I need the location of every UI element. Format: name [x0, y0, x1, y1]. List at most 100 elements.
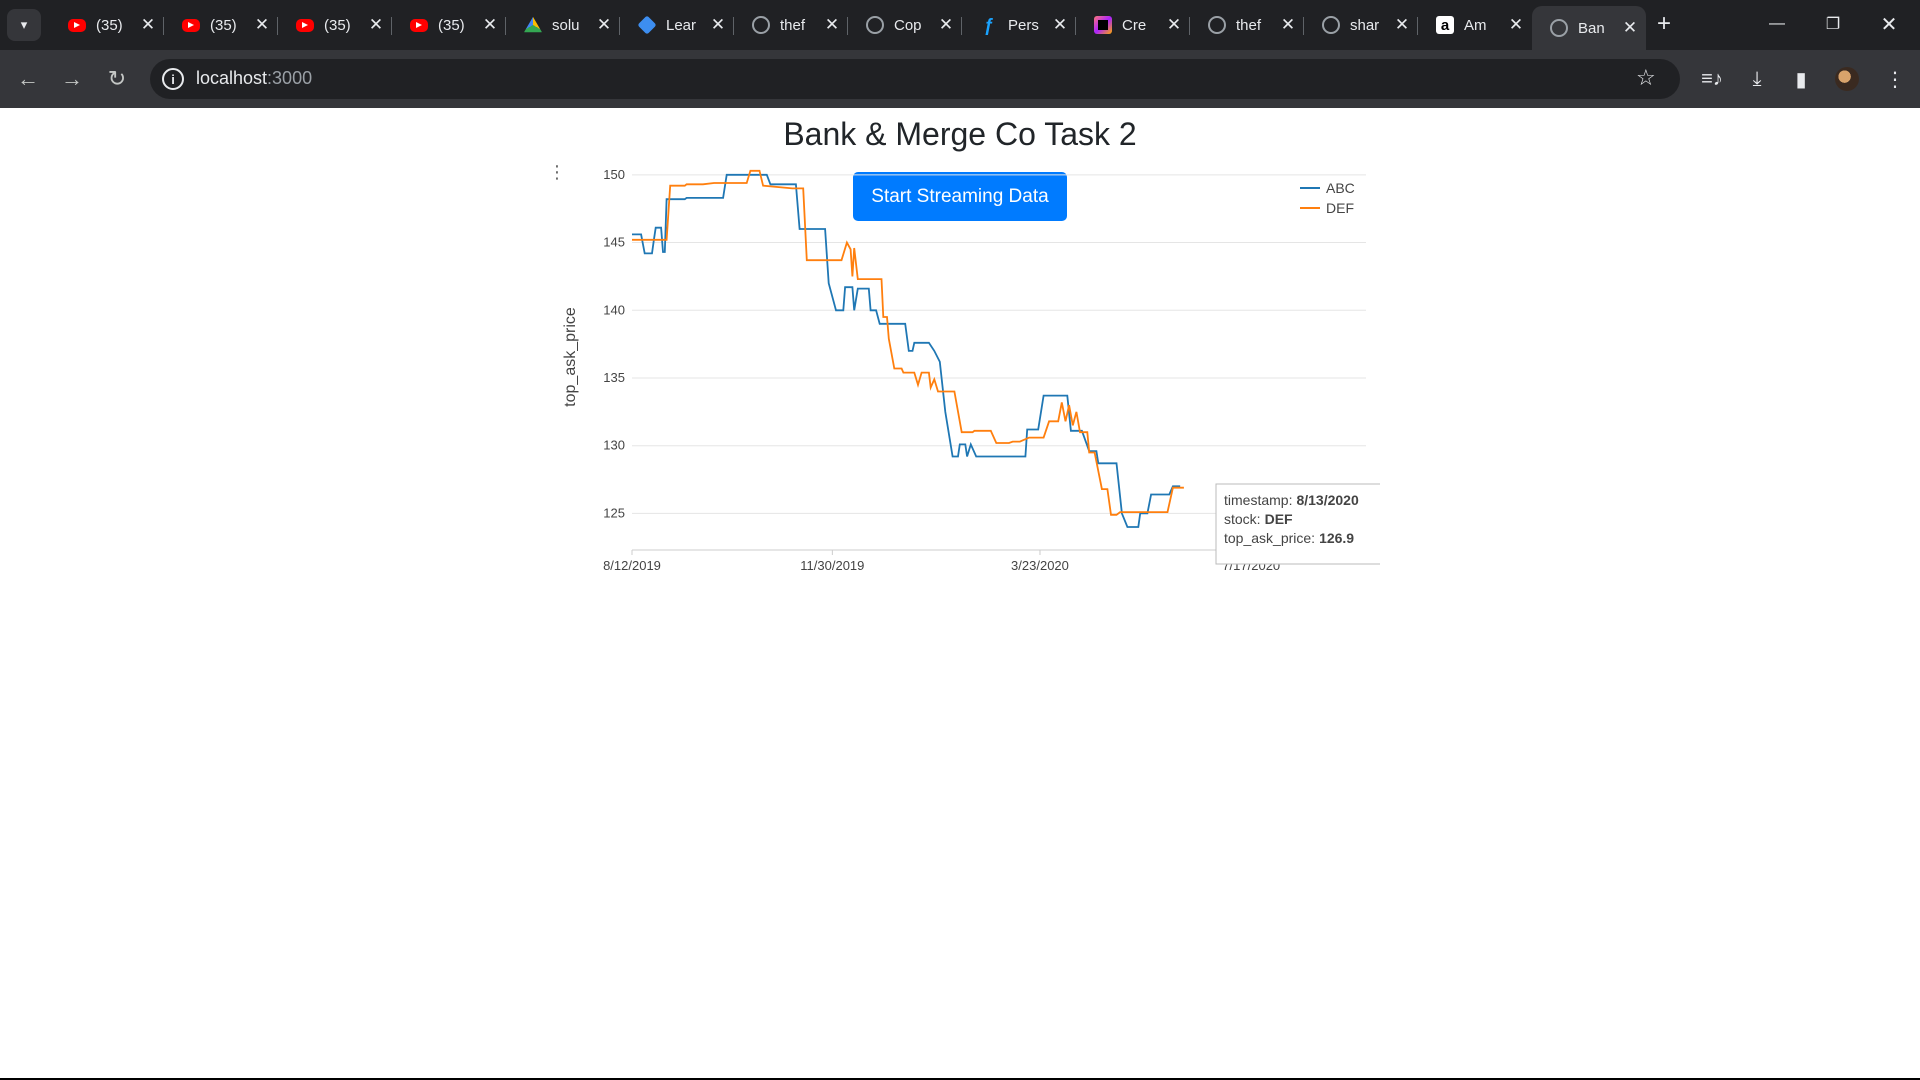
address-url[interactable]: localhost:3000: [196, 68, 312, 89]
browser-tab[interactable]: (35) ✕: [50, 8, 164, 42]
y-axis-title: top_ask_price: [562, 307, 579, 407]
bookmark-star-icon[interactable]: ☆: [1636, 65, 1656, 90]
window-minimize-icon[interactable]: —: [1769, 15, 1785, 32]
tab-separator: [733, 17, 734, 35]
tab-close-icon[interactable]: ✕: [824, 15, 840, 34]
browser-tab[interactable]: (35) ✕: [278, 8, 392, 42]
tooltip-label: timestamp:: [1224, 492, 1292, 508]
youtube-icon: [410, 18, 428, 32]
back-arrow-icon[interactable]: ←: [17, 66, 39, 91]
tab-title: Lear: [666, 16, 697, 34]
tooltip-value: 8/13/2020: [1296, 492, 1358, 508]
jetbrains-icon: [1094, 16, 1112, 34]
window-close-icon[interactable]: ✕: [1880, 13, 1898, 36]
youtube-icon: [182, 18, 200, 32]
tab-title: Pers: [1008, 16, 1039, 34]
tooltip-row: timestamp: 8/13/2020: [1224, 492, 1359, 508]
tab-separator: [277, 17, 278, 35]
start-streaming-button[interactable]: Start Streaming Data: [853, 172, 1067, 221]
globe-icon: [866, 16, 884, 34]
profile-avatar[interactable]: [1835, 67, 1859, 91]
legend-label: ABC: [1326, 180, 1355, 196]
y-tick-label: 145: [603, 235, 625, 250]
browser-tab[interactable]: Cop ✕: [848, 8, 962, 42]
globe-icon: [1550, 19, 1568, 37]
amazon-icon: a: [1436, 16, 1454, 34]
browser-tab[interactable]: Lear ✕: [620, 8, 734, 42]
y-tick-label: 125: [603, 505, 625, 520]
tab-separator: [163, 17, 164, 35]
tab-close-icon[interactable]: ✕: [938, 15, 954, 34]
tab-title: (35): [438, 16, 465, 34]
new-tab-plus-icon[interactable]: +: [1656, 10, 1671, 37]
tab-close-icon[interactable]: ✕: [710, 15, 726, 34]
browser-menu-kebab-icon[interactable]: ⋮: [1885, 68, 1905, 91]
tab-separator: [1303, 17, 1304, 35]
browser-tab[interactable]: Cre ✕: [1076, 8, 1190, 42]
browser-tab[interactable]: ƒ Pers ✕: [962, 8, 1076, 42]
series-line-def: [632, 169, 1184, 516]
tab-close-icon[interactable]: ✕: [1622, 18, 1638, 37]
window-restore-icon[interactable]: ❐: [1825, 16, 1841, 33]
tab-separator: [619, 17, 620, 35]
chart-settings-kebab-icon[interactable]: ⋮: [548, 162, 566, 182]
tab-close-icon[interactable]: ✕: [1280, 15, 1296, 34]
tab-close-icon[interactable]: ✕: [596, 15, 612, 34]
tab-title: Cre: [1122, 16, 1147, 34]
tab-title: Ban: [1578, 19, 1605, 37]
page-title: Bank & Merge Co Task 2: [783, 116, 1137, 152]
tab-separator: [1189, 17, 1190, 35]
tab-close-icon[interactable]: ✕: [1052, 15, 1068, 34]
x-tick-label: 8/12/2019: [603, 558, 661, 573]
chart-svg: 125 130 135 140 145 150 8/12/2019 11/30/2019 3/2…: [562, 167, 1387, 573]
tab-close-icon[interactable]: ✕: [1166, 15, 1182, 34]
tab-separator: [847, 17, 848, 35]
tab-separator: [505, 17, 506, 35]
browser-tab[interactable]: a Am ✕: [1418, 8, 1532, 42]
tab-close-icon[interactable]: ✕: [368, 15, 384, 34]
tab-close-icon[interactable]: ✕: [482, 15, 498, 34]
browser-tab[interactable]: (35) ✕: [164, 8, 278, 42]
tab-title: (35): [324, 16, 351, 34]
tooltip-value: 126.9: [1319, 530, 1354, 546]
tab-close-icon[interactable]: ✕: [1394, 15, 1410, 34]
tab-close-icon[interactable]: ✕: [1508, 15, 1524, 34]
y-tick-label: 140: [603, 302, 625, 317]
google-drive-icon: [524, 16, 542, 33]
x-tick-label: 11/30/2019: [800, 558, 864, 573]
reload-icon[interactable]: ↻: [107, 66, 127, 91]
tab-search-chevron-down-icon[interactable]: ▾: [7, 9, 41, 41]
page-content: Bank & Merge Co Task 2 Start Streaming D…: [0, 108, 1920, 1078]
tab-title: thef: [1236, 16, 1262, 34]
side-panel-icon[interactable]: ▮: [1795, 68, 1807, 91]
media-queue-icon[interactable]: ≡♪: [1701, 67, 1723, 90]
tab-title: Am: [1464, 16, 1487, 34]
github-icon: [752, 16, 770, 34]
forward-arrow-icon[interactable]: →: [61, 66, 83, 91]
youtube-icon: [296, 18, 314, 32]
site-info-icon[interactable]: i: [162, 68, 184, 90]
tooltip-row: top_ask_price: 126.9: [1224, 530, 1354, 546]
browser-tab[interactable]: Ban ✕: [1532, 6, 1646, 50]
y-tick-label: 135: [603, 370, 625, 385]
x-tick-label: 3/23/2020: [1011, 558, 1069, 573]
browser-tab[interactable]: thef ✕: [1190, 8, 1304, 42]
browser-tab[interactable]: (35) ✕: [392, 8, 506, 42]
address-bar[interactable]: [150, 59, 1680, 99]
url-port: :3000: [267, 68, 313, 88]
browser-tab[interactable]: thef ✕: [734, 8, 848, 42]
tab-title: Cop: [894, 16, 922, 34]
y-tick-label: 130: [603, 438, 625, 453]
y-tick-label: 150: [603, 167, 625, 182]
tab-separator: [1075, 17, 1076, 35]
tab-title: shar: [1350, 16, 1380, 34]
hover-tooltip: [1215, 483, 1387, 565]
download-icon[interactable]: ⤓: [1752, 67, 1762, 90]
tooltip-value: DEF: [1265, 511, 1293, 527]
browser-tab[interactable]: shar ✕: [1304, 8, 1418, 42]
tooltip-label: top_ask_price:: [1224, 530, 1315, 546]
tab-close-icon[interactable]: ✕: [254, 15, 270, 34]
tab-close-icon[interactable]: ✕: [140, 15, 156, 34]
browser-tab[interactable]: solu ✕: [506, 8, 620, 42]
tab-separator: [391, 17, 392, 35]
